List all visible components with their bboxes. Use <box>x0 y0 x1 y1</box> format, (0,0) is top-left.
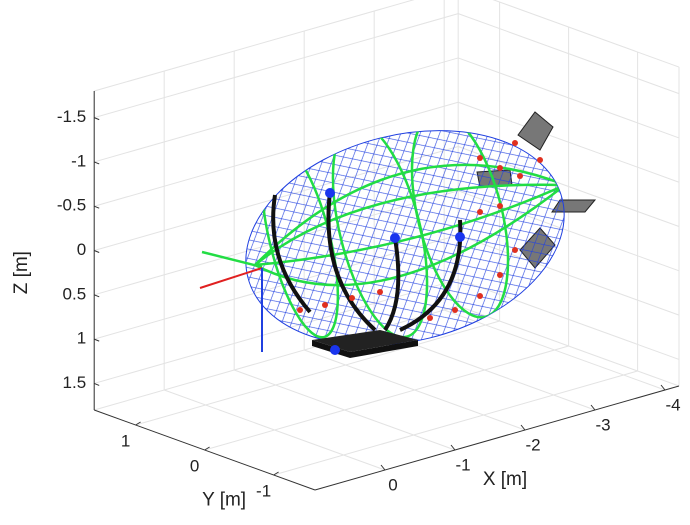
z-tick <box>94 382 100 386</box>
label-layer: 0 -1 -2 -3 -4 1 0 -1 -1.5 -1 -0.5 0 0.5 1 1.5 X [m] Y [m… <box>11 91 681 511</box>
grid-line <box>458 13 680 95</box>
y-tick-label: 1 <box>121 431 130 450</box>
x-tick <box>660 384 666 391</box>
z-tick <box>94 338 100 342</box>
grid-line <box>273 370 638 476</box>
z-tick-label: -1.5 <box>57 107 86 126</box>
x-tick <box>450 444 456 451</box>
x-axis <box>314 385 680 491</box>
grid-line <box>458 101 680 183</box>
x-axis-label: X [m] <box>483 469 527 490</box>
x-tick-label: -3 <box>595 415 610 434</box>
z-tick-label: 0 <box>77 240 86 259</box>
box-edge <box>492 0 680 68</box>
grid-line <box>94 101 459 207</box>
x-tick <box>520 424 526 431</box>
z-tick <box>94 205 100 209</box>
z-tick <box>94 250 100 253</box>
z-tick <box>94 161 100 165</box>
z-tick-label: -1 <box>71 151 86 170</box>
x-tick-label: -1 <box>455 455 470 474</box>
x-tick <box>380 464 386 471</box>
y-tick <box>204 446 210 451</box>
grid-line <box>94 13 459 119</box>
airship <box>199 111 597 358</box>
z-tick-label: -0.5 <box>57 196 86 215</box>
x-tick-label: -4 <box>665 395 680 414</box>
y-tick <box>273 471 279 476</box>
z-axis-label: Z [m] <box>11 251 32 294</box>
grid-line <box>94 57 459 163</box>
z-tick <box>94 294 100 298</box>
box-edge <box>458 305 680 387</box>
z-tick <box>94 117 100 121</box>
y-tick-label: 0 <box>190 456 199 475</box>
y-axis-label: Y [m] <box>202 490 246 511</box>
y-tick-label: -1 <box>256 481 271 500</box>
x-tick-label: -2 <box>525 435 540 454</box>
box-edge <box>94 0 415 92</box>
y-tick <box>135 421 141 426</box>
x-tick-label: 0 <box>388 475 397 494</box>
grid-line <box>458 57 680 139</box>
z-tick-label: 0.5 <box>63 284 87 303</box>
z-tick-label: 1 <box>77 329 86 348</box>
x-tick <box>590 404 596 411</box>
grid-line <box>204 345 569 451</box>
grid-line <box>135 320 500 426</box>
z-tick-label: 1.5 <box>63 373 87 392</box>
